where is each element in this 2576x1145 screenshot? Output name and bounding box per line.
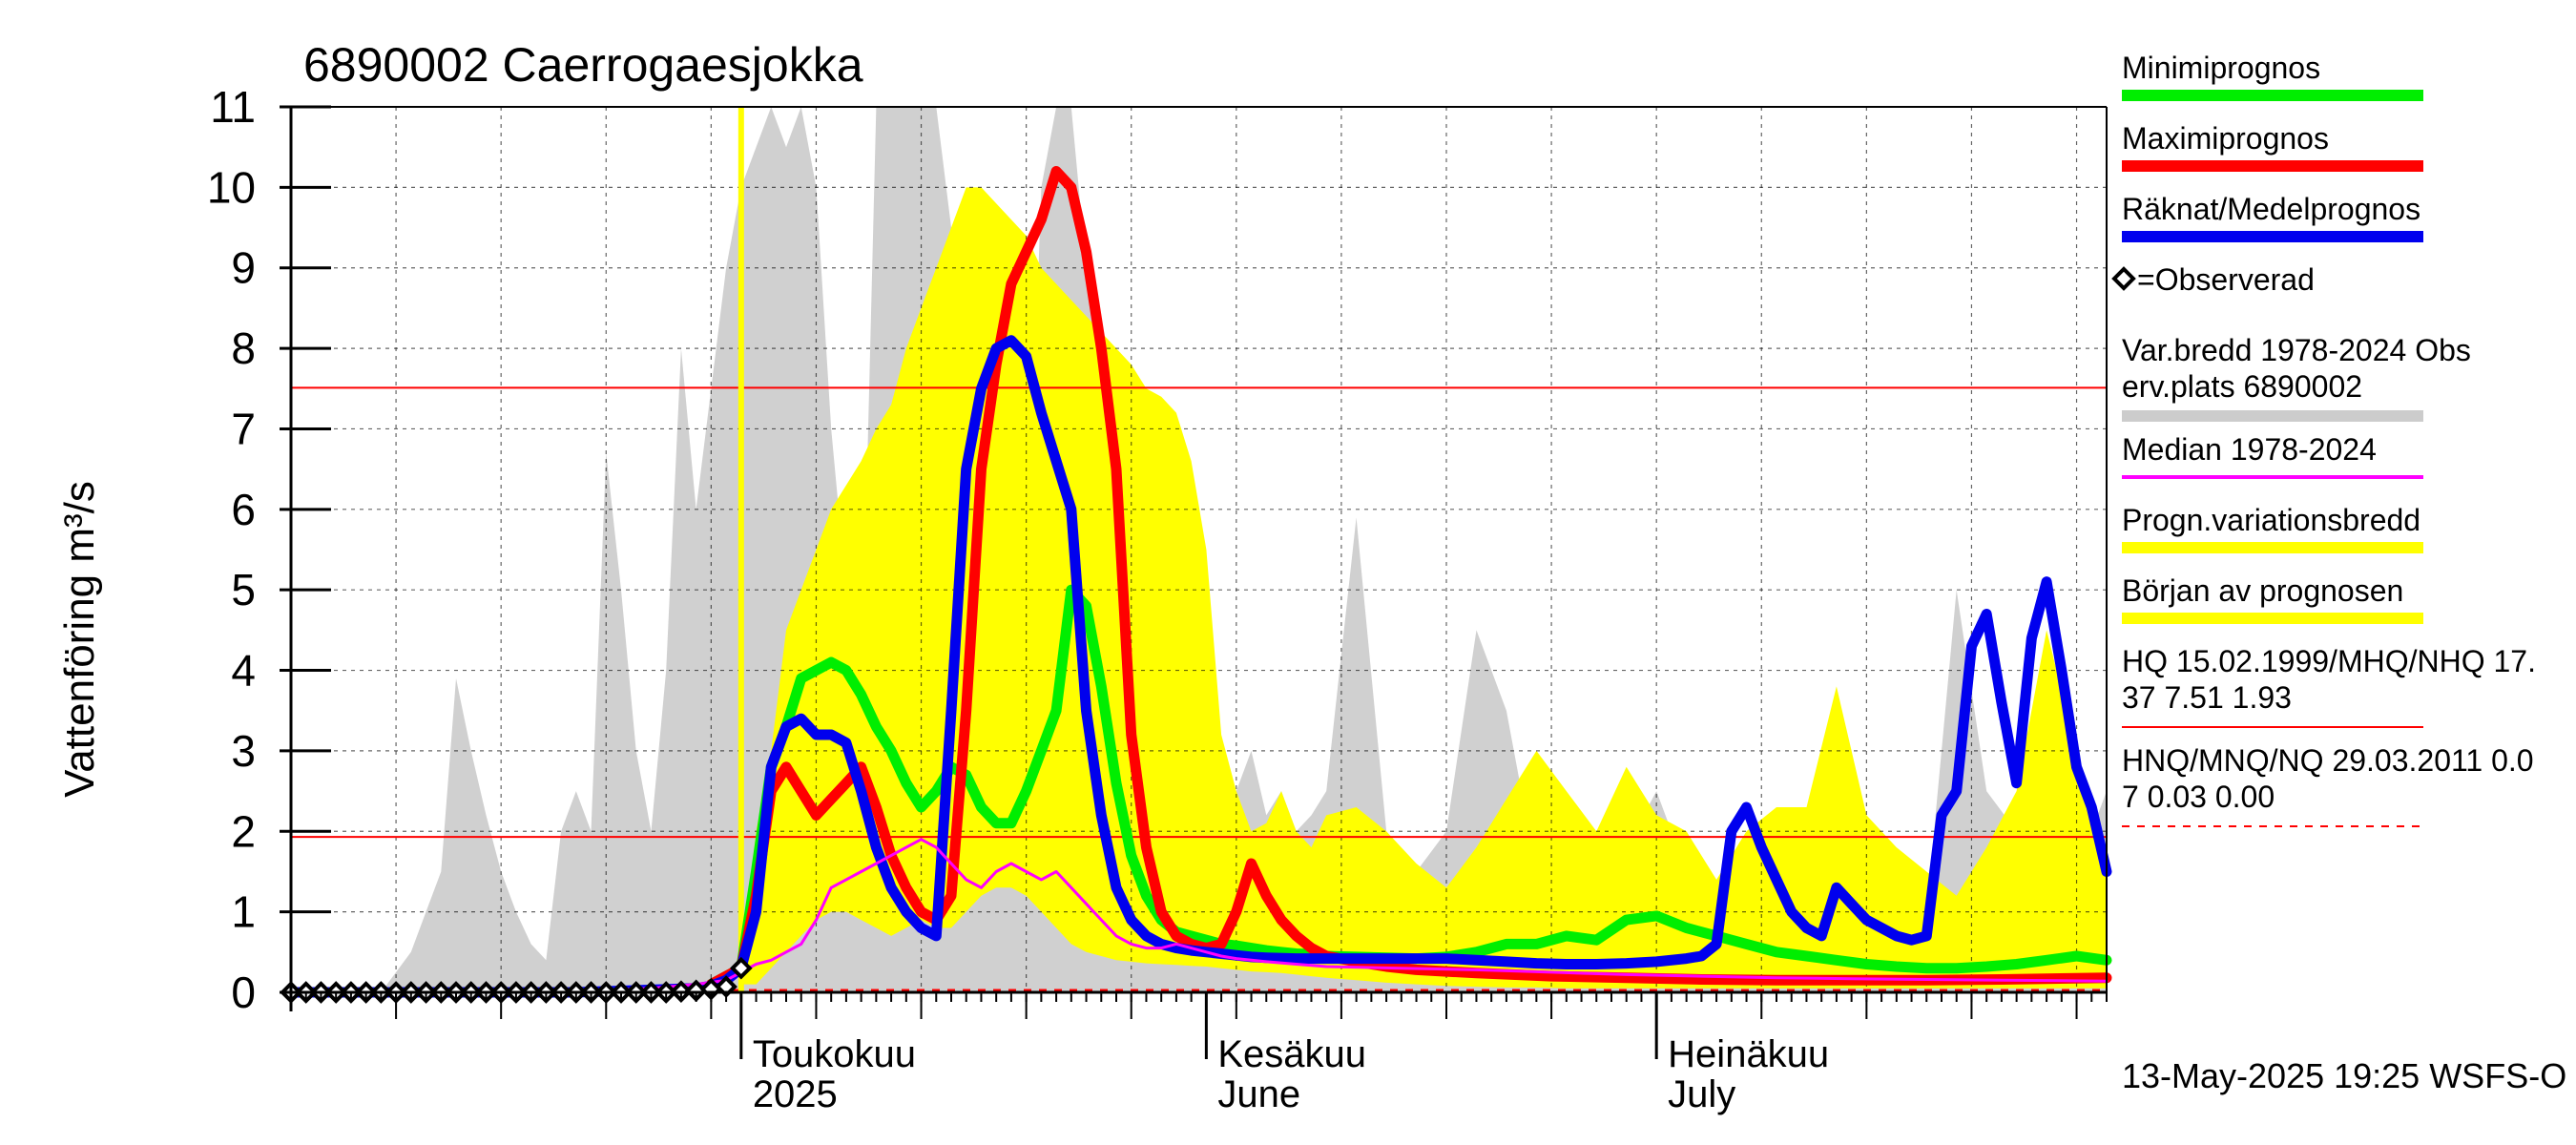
y-tick-label: 4 <box>231 646 256 696</box>
timestamp-footer: 13-May-2025 19:25 WSFS-O <box>2122 1056 2566 1095</box>
chart-title: 6890002 Caerrogaesjokka <box>303 38 863 92</box>
series-line-mean <box>285 335 2112 998</box>
y-tick-label: 0 <box>231 968 256 1017</box>
legend-label: Var.bredd 1978-2024 Obs <box>2122 333 2471 367</box>
legend-label: Början av prognosen <box>2122 573 2403 608</box>
legend-label-continued: 7 0.03 0.00 <box>2122 780 2275 814</box>
x-month-sublabel: 2025 <box>753 1073 838 1115</box>
legend-label: Minimiprognos <box>2122 51 2320 85</box>
x-month-label: Heinäkuu <box>1668 1033 1829 1075</box>
x-month-label: Toukokuu <box>753 1033 916 1075</box>
y-tick-label: 7 <box>231 404 256 453</box>
y-tick-label: 3 <box>231 726 256 776</box>
legend-label: Progn.variationsbredd <box>2122 503 2420 537</box>
legend-label: Maximiprognos <box>2122 121 2329 156</box>
legend-label: HNQ/MNQ/NQ 29.03.2011 0.0 <box>2122 743 2534 778</box>
y-tick-label: 9 <box>231 243 256 293</box>
legend-label: Median 1978-2024 <box>2122 432 2377 467</box>
y-tick-label: 1 <box>231 887 256 937</box>
legend-label: =Observerad <box>2137 262 2315 297</box>
y-tick-label: 5 <box>231 565 256 614</box>
y-tick-label: 2 <box>231 806 256 856</box>
x-month-sublabel: July <box>1668 1073 1735 1115</box>
x-month-label: Kesäkuu <box>1217 1033 1366 1075</box>
x-month-sublabel: June <box>1217 1073 1300 1115</box>
y-tick-label: 10 <box>207 162 256 212</box>
observed-point <box>729 956 753 980</box>
legend: Minimiprognos Maximiprognos Räknat/Medelpr… <box>2111 51 2536 827</box>
y-tick-label: 11 <box>210 82 256 132</box>
legend-label-continued: erv.plats 6890002 <box>2122 369 2362 404</box>
band-historical-range <box>291 107 2107 992</box>
y-tick-label: 6 <box>231 485 256 534</box>
series-line-maximum <box>705 166 2112 990</box>
y-axis-label: Vattenföring m³/s <box>56 481 103 798</box>
y-tick-label: 8 <box>231 323 256 373</box>
series-line-median <box>289 838 2109 994</box>
legend-label: Räknat/Medelprognos <box>2122 192 2420 226</box>
legend-label-continued: 37 7.51 1.93 <box>2122 680 2292 715</box>
legend-observed-marker <box>2111 266 2136 291</box>
legend-label: HQ 15.02.1999/MHQ/NHQ 17. <box>2122 644 2536 678</box>
